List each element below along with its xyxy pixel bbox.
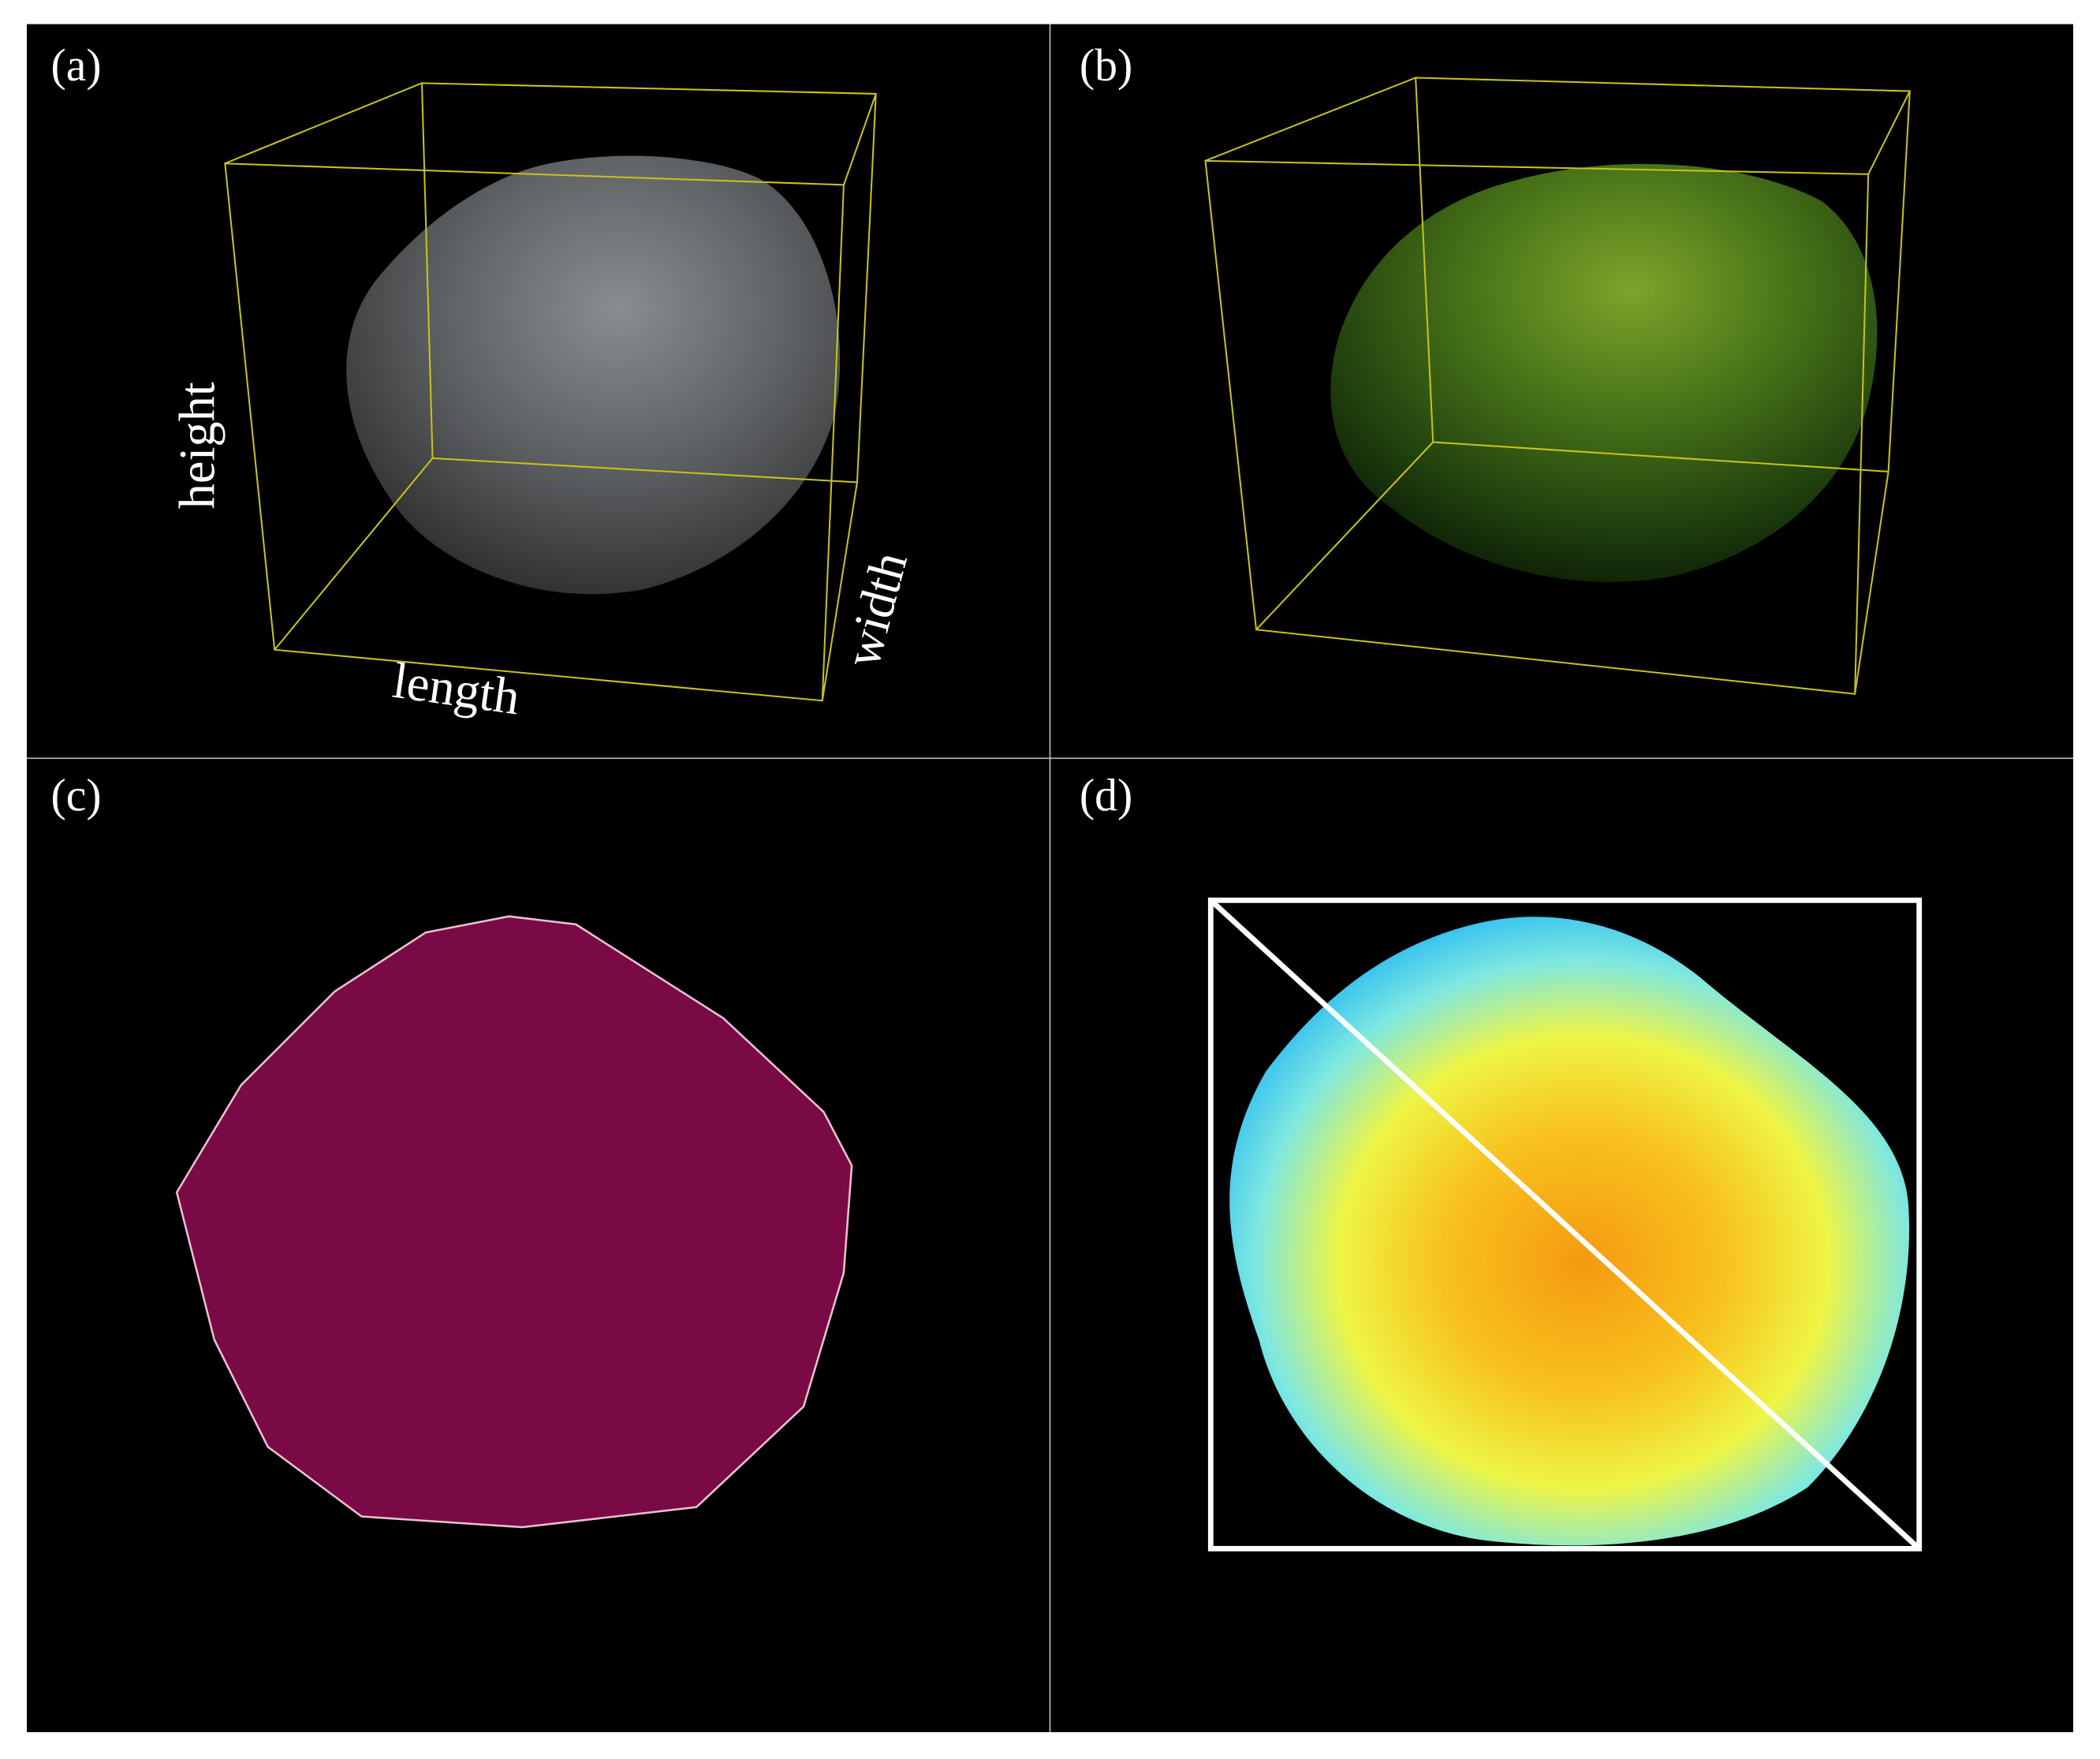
rock xyxy=(346,155,841,595)
panel-d: (d) xyxy=(1080,771,1923,1552)
bounding-box xyxy=(224,82,877,702)
annotation: height xyxy=(169,382,226,509)
panel-label: (a) xyxy=(51,41,102,91)
panel-b: (b) xyxy=(1080,41,1911,695)
bounding-rectangle xyxy=(1207,897,1923,1552)
panel-label: (c) xyxy=(51,771,102,821)
diagonal xyxy=(1209,898,1922,1551)
panel-c: (c) xyxy=(51,771,853,1529)
panel-label: (b) xyxy=(1080,41,1132,91)
panel-label: (d) xyxy=(1080,771,1132,821)
point-cloud xyxy=(1330,163,1878,582)
bounding-box xyxy=(1204,77,1911,695)
convex-hull xyxy=(175,915,853,1529)
